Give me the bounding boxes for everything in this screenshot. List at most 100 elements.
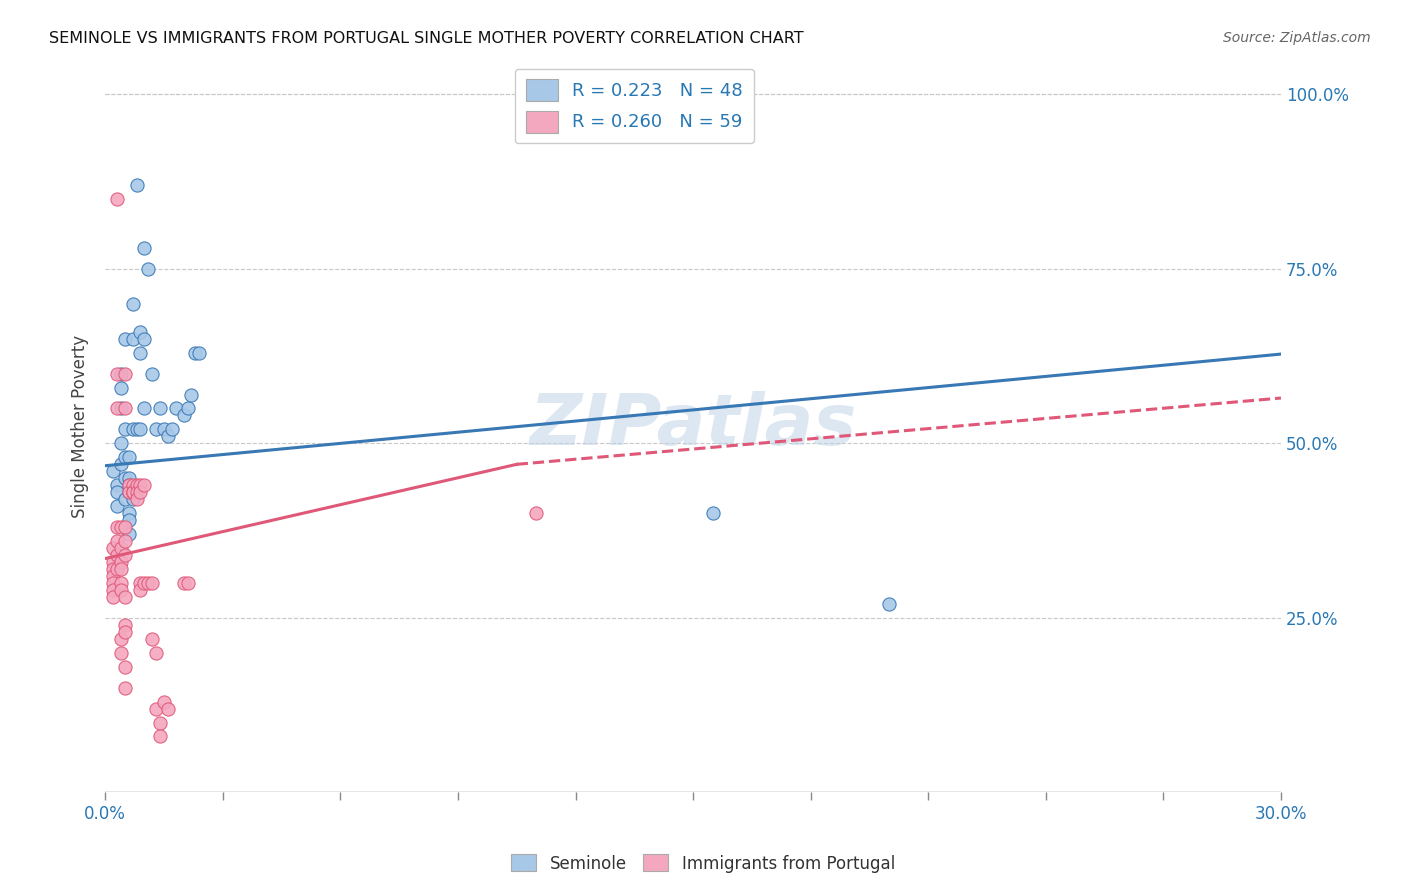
Point [121, 485, 143, 500]
Legend: Seminole, Immigrants from Portugal: Seminole, Immigrants from Portugal [505, 847, 901, 880]
Point [118, 485, 141, 500]
Point [118, 478, 141, 492]
Point [110, 367, 132, 381]
Point [153, 695, 176, 709]
Point [105, 534, 128, 549]
Point [134, 332, 156, 346]
Point [101, 582, 124, 597]
Point [121, 422, 143, 436]
Point [101, 576, 124, 591]
Point [118, 471, 141, 485]
Point [110, 380, 132, 394]
Point [134, 478, 156, 492]
Point [134, 401, 156, 416]
Point [121, 485, 143, 500]
Point [114, 548, 136, 562]
Point [153, 422, 176, 436]
Point [105, 499, 128, 513]
Y-axis label: Single Mother Poverty: Single Mother Poverty [72, 334, 89, 517]
Point [114, 659, 136, 673]
Point [110, 562, 132, 576]
Point [129, 478, 152, 492]
Point [114, 450, 136, 465]
Point [114, 624, 136, 639]
Point [101, 541, 124, 555]
Point [180, 387, 202, 401]
Point [121, 478, 143, 492]
Point [110, 436, 132, 450]
Point [125, 422, 148, 436]
Point [105, 478, 128, 492]
Point [114, 534, 136, 549]
Point [114, 367, 136, 381]
Point [160, 422, 183, 436]
Point [114, 471, 136, 485]
Point [149, 715, 172, 730]
Point [110, 520, 132, 534]
Point [141, 367, 163, 381]
Point [101, 555, 124, 569]
Point [125, 492, 148, 507]
Point [118, 506, 141, 520]
Point [524, 506, 547, 520]
Point [141, 632, 163, 646]
Point [145, 422, 167, 436]
Point [110, 541, 132, 555]
Text: Source: ZipAtlas.com: Source: ZipAtlas.com [1223, 31, 1371, 45]
Point [105, 401, 128, 416]
Point [173, 576, 195, 591]
Point [105, 520, 128, 534]
Point [110, 555, 132, 569]
Point [173, 409, 195, 423]
Point [145, 646, 167, 660]
Point [129, 345, 152, 359]
Point [125, 178, 148, 193]
Point [176, 401, 198, 416]
Point [105, 548, 128, 562]
Point [118, 485, 141, 500]
Point [145, 701, 167, 715]
Point [129, 422, 152, 436]
Point [877, 597, 900, 611]
Point [110, 458, 132, 472]
Point [156, 429, 179, 443]
Point [121, 332, 143, 346]
Point [176, 576, 198, 591]
Point [129, 582, 152, 597]
Point [114, 492, 136, 507]
Point [134, 241, 156, 255]
Legend: R = 0.223   N = 48, R = 0.260   N = 59: R = 0.223 N = 48, R = 0.260 N = 59 [515, 69, 754, 144]
Point [118, 527, 141, 541]
Point [184, 345, 207, 359]
Point [129, 576, 152, 591]
Point [114, 422, 136, 436]
Point [141, 576, 163, 591]
Point [129, 485, 152, 500]
Point [118, 450, 141, 465]
Point [110, 646, 132, 660]
Point [101, 569, 124, 583]
Point [125, 478, 148, 492]
Point [105, 192, 128, 206]
Point [121, 297, 143, 311]
Point [118, 478, 141, 492]
Point [165, 401, 187, 416]
Point [149, 730, 172, 744]
Point [156, 701, 179, 715]
Point [188, 345, 211, 359]
Point [110, 632, 132, 646]
Point [121, 485, 143, 500]
Point [129, 325, 152, 339]
Point [114, 401, 136, 416]
Point [114, 520, 136, 534]
Point [110, 401, 132, 416]
Point [125, 485, 148, 500]
Point [702, 506, 724, 520]
Point [114, 590, 136, 604]
Point [114, 617, 136, 632]
Point [105, 367, 128, 381]
Point [101, 562, 124, 576]
Point [149, 401, 172, 416]
Point [101, 464, 124, 478]
Point [110, 582, 132, 597]
